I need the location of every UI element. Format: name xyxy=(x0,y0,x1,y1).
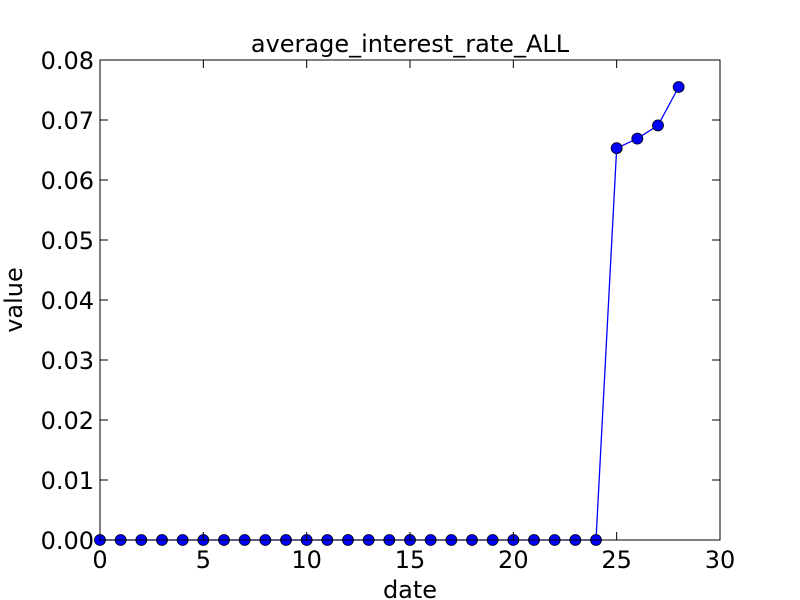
x-tick-label: 0 xyxy=(92,546,107,574)
y-tick-label: 0.04 xyxy=(41,287,94,315)
x-axis-title: date xyxy=(383,576,437,600)
x-tick-label: 15 xyxy=(395,546,426,574)
x-axis: 0 5 10 15 20 25 30 xyxy=(92,60,735,574)
x-tick-label: 25 xyxy=(601,546,632,574)
y-tick-label: 0.02 xyxy=(41,407,94,435)
x-tick-label: 10 xyxy=(291,546,322,574)
data-point xyxy=(672,81,685,93)
data-point xyxy=(610,142,623,155)
y-tick-label: 0.01 xyxy=(41,467,94,495)
chart-title: average_interest_rate_ALL xyxy=(251,30,570,58)
y-tick-label: 0.03 xyxy=(41,347,94,375)
x-tick-label: 5 xyxy=(196,546,211,574)
y-tick-label: 0.00 xyxy=(41,527,94,555)
y-tick-label: 0.07 xyxy=(41,107,94,135)
x-tick-label: 30 xyxy=(705,546,736,574)
data-point xyxy=(631,132,644,145)
series-line xyxy=(100,86,680,541)
x-tick-label: 20 xyxy=(498,546,529,574)
plot-series xyxy=(94,81,685,546)
data-point xyxy=(652,119,664,132)
y-axis-title: value xyxy=(0,267,28,333)
y-tick-label: 0.06 xyxy=(41,167,94,195)
plot-frame xyxy=(99,59,721,541)
y-tick-label: 0.08 xyxy=(41,47,94,75)
y-axis: 0.00 0.01 0.02 0.03 0.04 0.05 0.06 0.07 0.08 xyxy=(41,47,720,555)
y-tick-label: 0.05 xyxy=(41,227,94,255)
